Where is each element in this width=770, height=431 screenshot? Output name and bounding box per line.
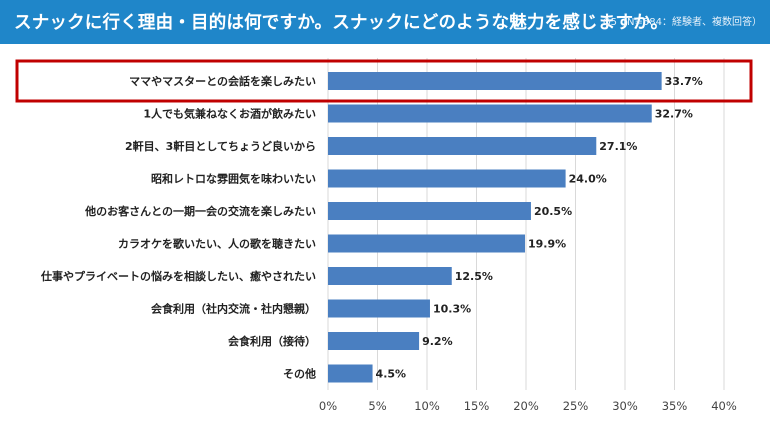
category-label: 会食利用（社内交流・社内懇親）	[151, 302, 316, 316]
value-label: 32.7%	[655, 108, 693, 121]
value-label: 9.2%	[422, 335, 453, 348]
value-label: 20.5%	[534, 205, 572, 218]
category-label: 昭和レトロな雰囲気を味わいたい	[151, 172, 316, 186]
bar	[328, 72, 662, 90]
value-label: 12.5%	[455, 270, 493, 283]
bar	[328, 267, 452, 285]
x-tick-label: 10%	[414, 399, 440, 413]
category-label: 仕事やプライベートの悩みを相談したい、癒やされたい	[40, 269, 316, 283]
value-label: 33.7%	[665, 75, 703, 88]
x-tick-label: 40%	[711, 399, 737, 413]
bar	[328, 104, 652, 123]
value-label: 10.3%	[433, 303, 471, 316]
value-label: 19.9%	[528, 238, 566, 251]
value-label: 24.0%	[569, 173, 607, 186]
x-tick-label: 35%	[662, 399, 688, 413]
bar	[328, 364, 373, 383]
highlight-box	[15, 59, 753, 103]
header-bar: スナックに行く理由・目的は何ですか。スナックにどのような魅力を感じますか。 Q5…	[0, 0, 770, 44]
bar	[328, 137, 597, 155]
bar	[328, 299, 430, 318]
x-tick-label: 20%	[513, 399, 539, 413]
bar	[328, 234, 526, 253]
category-label: 会食利用（接待）	[228, 334, 316, 348]
x-tick-label: 0%	[319, 399, 337, 413]
category-label: 他のお客さんとの一期一会の交流を楽しみたい	[84, 204, 316, 218]
bar	[328, 202, 531, 220]
x-tick-label: 30%	[612, 399, 638, 413]
x-tick-label: 25%	[563, 399, 589, 413]
x-tick-label: 5%	[368, 399, 386, 413]
category-label: ママやマスターとの会話を楽しみたい	[129, 74, 316, 88]
category-label: 2軒目、3軒目としてちょうど良いから	[125, 139, 316, 153]
survey-note: Q5（N=584：経験者、複数回答）	[602, 17, 762, 28]
bar-chart: 0% 5% 10% 15% 20% 25% 30% 35% 40% ママやマスターとの会話を楽しみ…	[15, 58, 753, 413]
category-label: 1人でも気兼ねなくお酒が飲みたい	[143, 107, 316, 121]
category-label: その他	[283, 367, 316, 381]
value-label: 27.1%	[599, 140, 637, 153]
category-label: カラオケを歌いたい、人の歌を聴きたい	[118, 237, 316, 251]
value-label: 4.5%	[376, 368, 407, 381]
x-tick-label: 15%	[464, 399, 490, 413]
chart-title: スナックに行く理由・目的は何ですか。スナックにどのような魅力を感じますか。	[14, 13, 669, 33]
bar	[328, 332, 420, 350]
bar	[328, 169, 566, 188]
